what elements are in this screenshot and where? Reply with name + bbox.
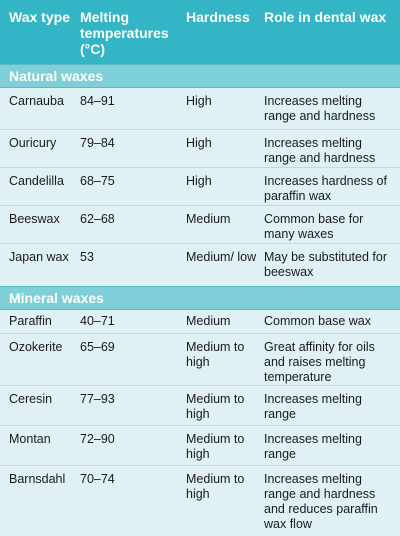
- cell-wax: Japan wax: [9, 250, 69, 264]
- table-row: Beeswax 62–68 Medium Common base for man…: [0, 206, 400, 244]
- cell-hardness: High: [186, 94, 212, 108]
- cell-role: Common base for many waxes: [264, 212, 364, 241]
- table-row: Candelilla 68–75 High Increases hardness…: [0, 168, 400, 206]
- table-row: Ouricury 79–84 High Increases melting ra…: [0, 130, 400, 168]
- cell-temp: 77–93: [80, 392, 115, 406]
- cell-temp: 65–69: [80, 340, 115, 354]
- cell-temp: 40–71: [80, 314, 115, 328]
- cell-role: May be substituted for beeswax: [264, 250, 387, 279]
- cell-role: Increases melting range: [264, 432, 362, 461]
- cell-hardness: Medium to high: [186, 392, 245, 421]
- header-melting-temperatures: Melting temperatures (°C): [80, 9, 169, 57]
- cell-hardness: Medium: [186, 314, 231, 328]
- cell-temp: 53: [80, 250, 94, 264]
- cell-role: Common base wax: [264, 314, 371, 328]
- header-role: Role in dental wax: [264, 9, 387, 25]
- cell-wax: Carnauba: [9, 94, 64, 108]
- section-title: Natural waxes: [9, 68, 104, 84]
- cell-temp: 72–90: [80, 432, 115, 446]
- cell-wax: Beeswax: [9, 212, 60, 226]
- header-hardness: Hardness: [186, 9, 250, 25]
- cell-hardness: High: [186, 136, 212, 150]
- cell-hardness: Medium: [186, 212, 231, 226]
- section-title: Mineral waxes: [9, 290, 104, 306]
- table-row: Japan wax 53 Medium/ low May be substitu…: [0, 244, 400, 286]
- cell-role: Increases melting range and hardness and…: [264, 472, 378, 531]
- cell-wax: Candelilla: [9, 174, 64, 188]
- cell-temp: 62–68: [80, 212, 115, 226]
- cell-role: Increases melting range and hardness: [264, 94, 376, 123]
- cell-wax: Barnsdahl: [9, 472, 66, 486]
- table-row: Barnsdahl 70–74 Medium to high Increases…: [0, 466, 400, 536]
- table-row: Ozokerite 65–69 Medium to high Great aff…: [0, 334, 400, 386]
- cell-temp: 79–84: [80, 136, 115, 150]
- cell-hardness: Medium to high: [186, 340, 245, 369]
- table-row: Montan 72–90 Medium to high Increases me…: [0, 426, 400, 466]
- cell-role: Increases melting range and hardness: [264, 136, 376, 165]
- cell-temp: 68–75: [80, 174, 115, 188]
- cell-wax: Ouricury: [9, 136, 57, 150]
- table-header: Wax type Melting temperatures (°C) Hardn…: [0, 0, 400, 64]
- cell-hardness: Medium to high: [186, 472, 245, 501]
- table-row: Ceresin 77–93 Medium to high Increases m…: [0, 386, 400, 426]
- table-row: Carnauba 84–91 High Increases melting ra…: [0, 88, 400, 130]
- cell-wax: Ceresin: [9, 392, 53, 406]
- table-row: Paraffin 40–71 Medium Common base wax: [0, 310, 400, 334]
- cell-wax: Ozokerite: [9, 340, 63, 354]
- cell-role: Great affinity for oils and raises melti…: [264, 340, 375, 384]
- cell-hardness: Medium to high: [186, 432, 245, 461]
- cell-role: Increases hardness of paraffin wax: [264, 174, 387, 203]
- cell-wax: Paraffin: [9, 314, 52, 328]
- header-wax-type: Wax type: [9, 9, 70, 25]
- section-mineral-waxes: Mineral waxes: [0, 286, 400, 310]
- cell-wax: Montan: [9, 432, 51, 446]
- cell-hardness: Medium/ low: [186, 250, 257, 264]
- cell-temp: 84–91: [80, 94, 115, 108]
- cell-hardness: High: [186, 174, 212, 188]
- cell-temp: 70–74: [80, 472, 115, 486]
- section-natural-waxes: Natural waxes: [0, 64, 400, 88]
- cell-role: Increases melting range: [264, 392, 362, 421]
